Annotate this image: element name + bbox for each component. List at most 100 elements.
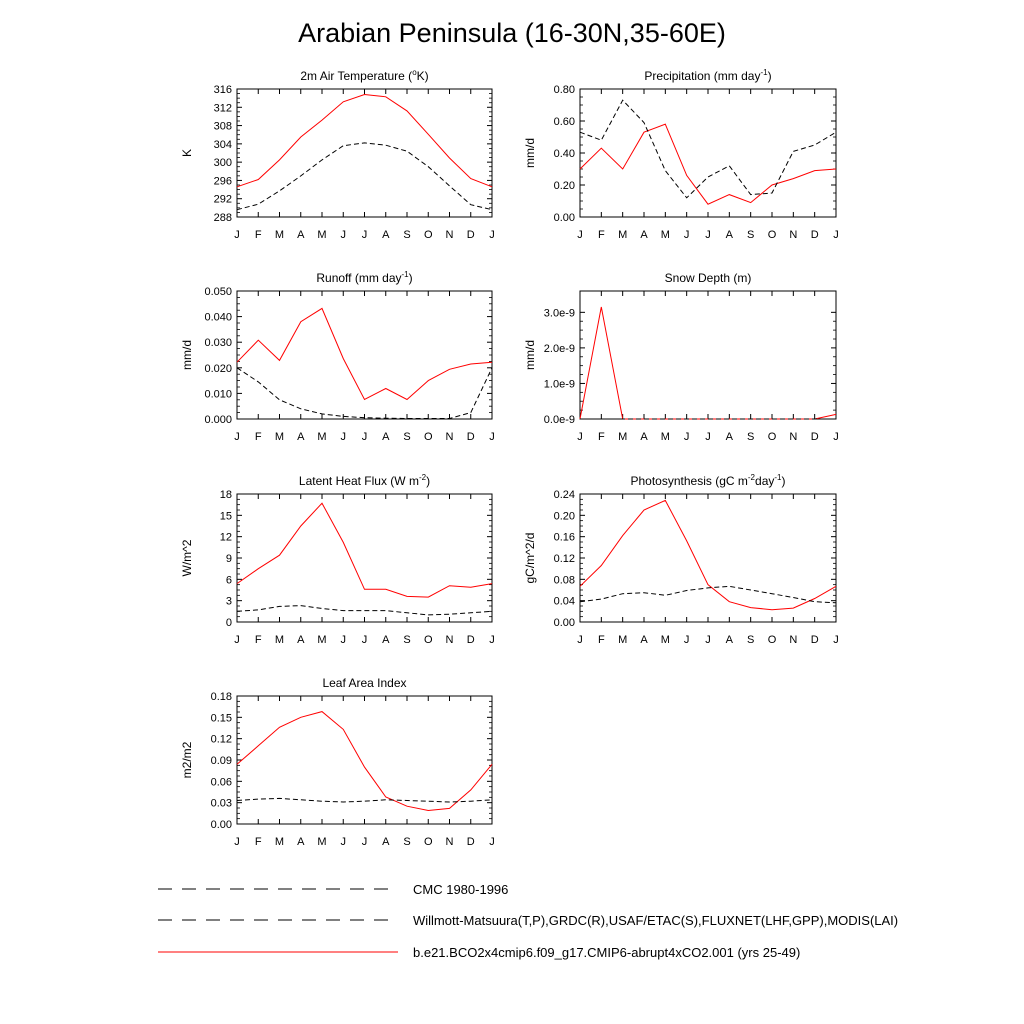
series-line-model <box>579 306 837 420</box>
x-tick-label: J <box>234 229 240 241</box>
y-tick-label: 1.0e-9 <box>544 378 575 390</box>
x-tick-label: J <box>489 431 495 443</box>
x-tick-label: J <box>833 229 839 241</box>
x-tick-label: O <box>768 634 777 646</box>
y-tick-label: 0.03 <box>211 798 232 810</box>
series-line-obs <box>236 797 493 803</box>
y-tick-label: 312 <box>214 102 232 114</box>
x-tick-label: J <box>833 634 839 646</box>
x-tick-label: J <box>705 634 711 646</box>
x-tick-label: J <box>489 836 495 848</box>
x-tick-label: M <box>275 431 284 443</box>
x-tick-label: J <box>362 836 368 848</box>
x-tick-label: F <box>598 229 605 241</box>
x-tick-label: A <box>382 431 390 443</box>
y-axis-label: mm/d <box>523 138 537 168</box>
chart-panel-5: Photosynthesis (gC m-2day-1) gC/m^2/d 0.00… <box>523 473 839 646</box>
chart-title-text: Precipitation (mm day <box>644 69 760 83</box>
chart-title-text: Photosynthesis (gC m <box>631 474 748 488</box>
chart-title-text: Leaf Area Index <box>322 676 406 690</box>
y-tick-label: 15 <box>220 510 232 522</box>
plot-frame <box>579 290 837 420</box>
chart-panel-0: 2m Air Temperature (oK) K 288 292 296 300 304 3… <box>180 68 495 241</box>
series-line-obs <box>236 367 493 419</box>
x-tick-label: J <box>577 634 583 646</box>
series-line-obs <box>236 142 493 211</box>
y-tick-label: 6 <box>226 574 232 586</box>
x-tick-label: D <box>811 634 819 646</box>
x-tick-label: A <box>640 634 648 646</box>
x-tick-label: D <box>467 229 475 241</box>
x-tick-label: O <box>424 431 433 443</box>
chart-title: Photosynthesis (gC m-2day-1) <box>631 473 786 488</box>
y-tick-label: 288 <box>214 212 232 224</box>
y-tick-label: 0.80 <box>554 84 575 96</box>
x-tick-label: M <box>317 634 326 646</box>
x-tick-label: M <box>618 634 627 646</box>
chart-title-text: Runoff (mm day <box>316 271 401 285</box>
x-tick-label: J <box>489 229 495 241</box>
y-tick-label: 0.00 <box>554 617 575 629</box>
y-axis-label: m2/m2 <box>180 741 194 778</box>
y-tick-label: 0.16 <box>554 532 575 544</box>
x-tick-label: S <box>747 634 754 646</box>
chart-title-text: Snow Depth (m) <box>665 271 752 285</box>
x-tick-label: J <box>684 634 690 646</box>
x-tick-label: J <box>833 431 839 443</box>
x-tick-label: J <box>362 431 368 443</box>
y-tick-label: 0.00 <box>211 819 232 831</box>
y-tick-label: 304 <box>214 139 232 151</box>
x-tick-label: J <box>577 229 583 241</box>
x-tick-label: F <box>598 431 605 443</box>
x-tick-label: J <box>341 634 347 646</box>
series-line-model <box>236 502 493 598</box>
chart-title: 2m Air Temperature (oK) <box>300 68 428 83</box>
page-title: Arabian Peninsula (16-30N,35-60E) <box>298 18 726 48</box>
x-tick-label: A <box>382 836 390 848</box>
y-tick-label: 0.09 <box>211 755 232 767</box>
chart-title-text: Latent Heat Flux (W m <box>299 474 419 488</box>
x-tick-label: A <box>640 431 648 443</box>
x-tick-label: N <box>446 431 454 443</box>
y-tick-label: 18 <box>220 489 232 501</box>
x-tick-label: J <box>341 836 347 848</box>
x-tick-label: N <box>789 634 797 646</box>
y-axis-label: K <box>180 149 194 157</box>
chart-title-sup: -2 <box>419 473 427 482</box>
series-line-model <box>579 499 837 611</box>
y-tick-label: 0.040 <box>204 312 232 324</box>
x-tick-label: J <box>577 431 583 443</box>
x-tick-label: S <box>403 634 410 646</box>
x-tick-label: D <box>467 431 475 443</box>
y-tick-label: 296 <box>214 175 232 187</box>
y-tick-label: 0.050 <box>204 286 232 298</box>
chart-title-suffix: ) <box>426 474 430 488</box>
x-tick-label: S <box>403 836 410 848</box>
chart-title: Snow Depth (m) <box>665 271 752 285</box>
chart-panel-6: Leaf Area Index m2/m2 0.00 0.03 0.06 0.09 0.12… <box>180 676 495 848</box>
y-tick-label: 2.0e-9 <box>544 343 575 355</box>
x-tick-label: O <box>768 229 777 241</box>
y-tick-label: 292 <box>214 194 232 206</box>
x-tick-label: J <box>341 431 347 443</box>
chart-title-sup: o <box>412 68 417 77</box>
y-tick-label: 0.60 <box>554 116 575 128</box>
x-tick-label: M <box>661 229 670 241</box>
series-line-obs <box>579 99 837 199</box>
x-tick-label: S <box>747 431 754 443</box>
y-tick-label: 0.24 <box>554 489 575 501</box>
x-tick-label: F <box>255 229 262 241</box>
y-tick-label: 0.15 <box>211 712 232 724</box>
y-tick-label: 0.08 <box>554 574 575 586</box>
y-tick-label: 300 <box>214 157 232 169</box>
y-tick-label: 0.00 <box>554 212 575 224</box>
chart-title-suffix: ) <box>768 69 772 83</box>
x-tick-label: A <box>726 431 734 443</box>
x-tick-label: N <box>446 229 454 241</box>
x-tick-label: M <box>618 229 627 241</box>
x-tick-label: M <box>317 836 326 848</box>
chart-panel-1: Precipitation (mm day-1) mm/d 0.00 0.20 0.40… <box>523 68 839 241</box>
series-line-model <box>236 307 493 401</box>
x-tick-label: F <box>598 634 605 646</box>
